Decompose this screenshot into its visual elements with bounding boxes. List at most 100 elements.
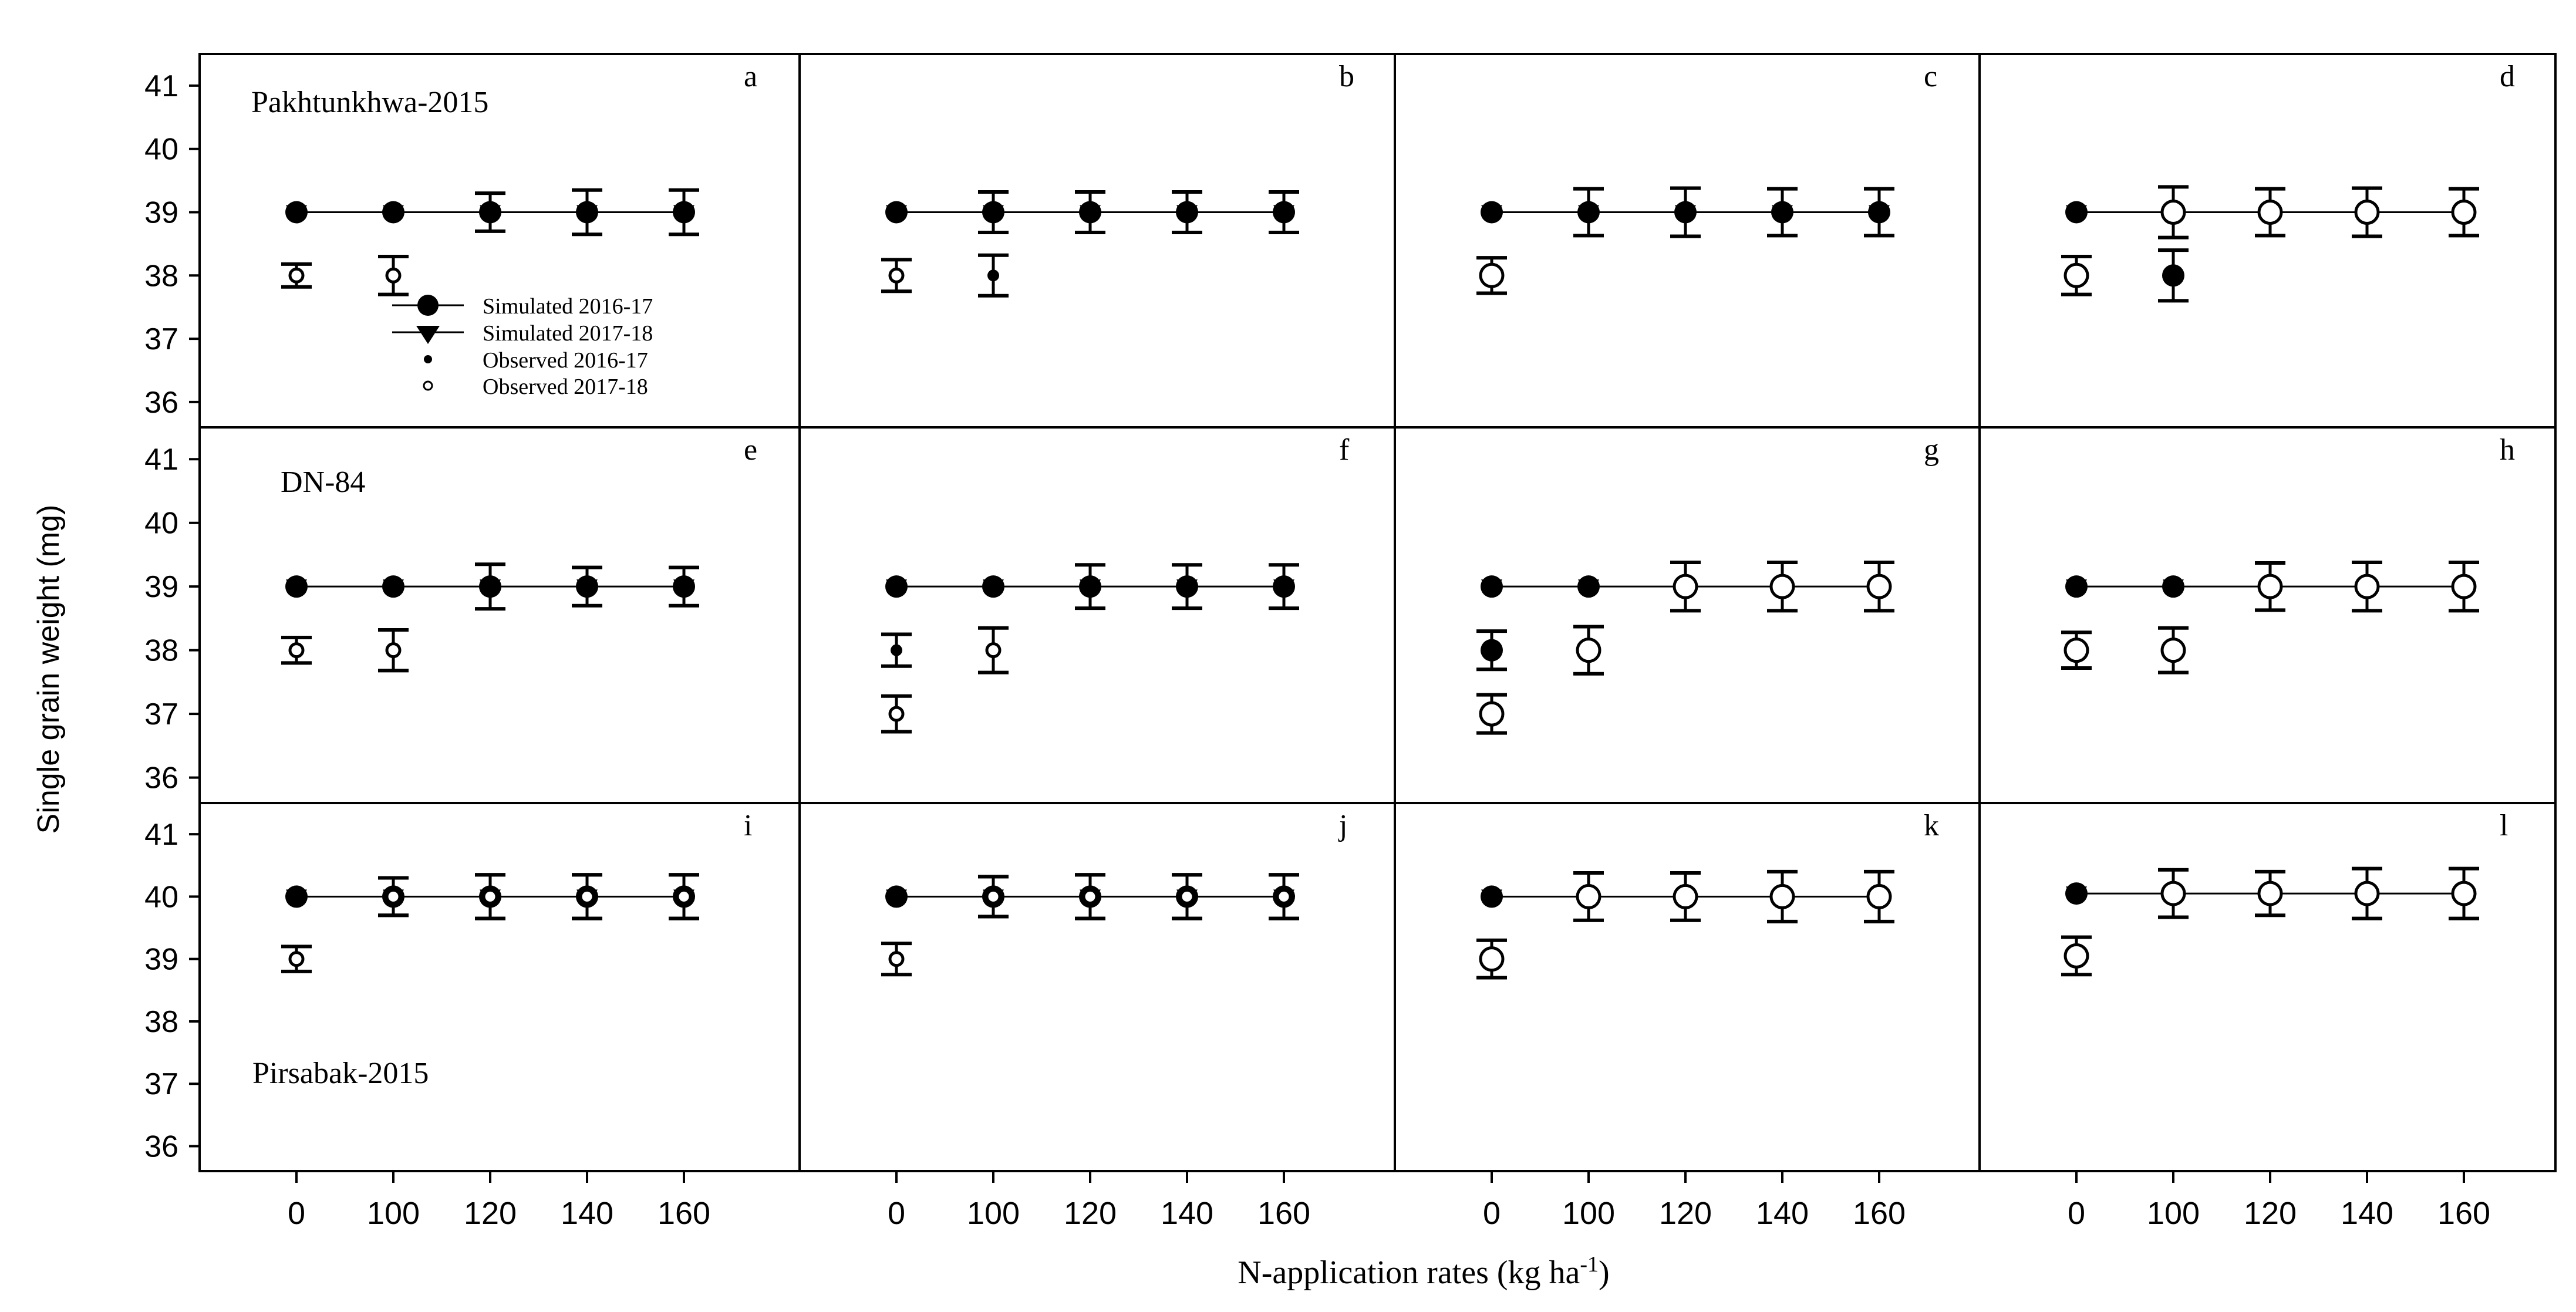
sim1718-point-a — [383, 205, 404, 224]
obs1718-point-d — [2064, 262, 2089, 288]
panel-letter-f: f — [1339, 433, 1350, 467]
x-tick-label: 160 — [658, 1196, 710, 1231]
obs1718-point-f — [985, 642, 1002, 659]
obs1718-point-j — [1276, 888, 1292, 905]
legend-marker-obs-1718 — [423, 380, 433, 391]
sim1718-point-g — [1481, 579, 1502, 598]
sim1718-point-f — [886, 579, 907, 598]
obs1718-point-a — [385, 267, 402, 284]
x-tick-label: 100 — [967, 1196, 1020, 1231]
obs1718-point-l — [2354, 881, 2380, 906]
x-axis-title-sup: -1 — [1580, 1252, 1599, 1277]
x-tick-label: 140 — [1756, 1196, 1809, 1231]
y-tick-label: 36 — [144, 386, 178, 420]
sim1718-point-f — [1273, 579, 1294, 598]
x-tick-label: 100 — [2147, 1196, 2200, 1231]
y-tick-label: 39 — [144, 195, 178, 230]
y-tick-label: 38 — [144, 259, 178, 293]
sim1718-point-j — [886, 889, 907, 908]
panel-frame-j — [798, 802, 1396, 1172]
y-tick-label: 40 — [144, 133, 178, 167]
x-tick-label: 100 — [367, 1196, 420, 1231]
panel-letter-e: e — [744, 433, 757, 467]
sim1718-point-a — [673, 205, 694, 224]
legend-marker-obs-1617 — [424, 355, 432, 363]
y-tick-label: 40 — [144, 880, 178, 914]
obs1718-point-i — [579, 888, 595, 905]
sim1718-point-c — [1675, 205, 1696, 224]
x-tick-label: 140 — [1161, 1196, 1213, 1231]
obs1718-point-i — [482, 888, 498, 905]
obs1718-point-c — [1479, 262, 1505, 288]
x-tick-label: 160 — [1853, 1196, 1906, 1231]
sim1718-point-e — [286, 579, 307, 598]
obs1718-point-j — [888, 951, 905, 967]
sim1718-point-f — [1080, 579, 1101, 598]
x-tick-label: 0 — [888, 1196, 905, 1231]
sim1718-point-b — [983, 205, 1004, 224]
panels-group: a b c d e f g h i j k l 36 37 38 39 40 41 36 37 38 39 40 41 36 37… — [144, 53, 2557, 1231]
panel-frame-l — [1978, 802, 2557, 1172]
sim1718-point-c — [1772, 205, 1793, 224]
sim1718-point-f — [983, 579, 1004, 598]
obs1718-point-h — [2257, 574, 2283, 599]
obs1617-point-b — [987, 269, 999, 282]
legend-label-sim-1718: Simulated 2017-18 — [483, 321, 653, 346]
obs1617-point-d — [2162, 264, 2184, 287]
legend-label-sim-1617: Simulated 2016-17 — [483, 294, 653, 319]
sim1718-point-b — [1080, 205, 1101, 224]
x-tick-label: 0 — [1483, 1196, 1501, 1231]
panel-letter-h: h — [2500, 433, 2515, 467]
obs1718-point-f — [888, 706, 905, 722]
panel-letter-i: i — [744, 809, 752, 842]
obs1718-point-i — [288, 951, 305, 967]
panel-frame-g — [1394, 426, 1981, 804]
sim1718-point-e — [576, 579, 598, 598]
obs1718-point-h — [2160, 638, 2186, 663]
panel-letter-g: g — [1924, 433, 1939, 467]
sim1718-point-i — [286, 889, 307, 908]
x-tick-label: 140 — [561, 1196, 613, 1231]
sim1718-point-b — [1273, 205, 1294, 224]
x-tick-label: 120 — [1659, 1196, 1712, 1231]
sim1718-point-e — [673, 579, 694, 598]
y-axis-title: Single grain weight (mg) — [32, 505, 66, 834]
obs1718-point-g — [1576, 638, 1601, 663]
x-axis-title: N-application rates (kg ha-1) — [1238, 1252, 1609, 1291]
obs1718-point-h — [2064, 638, 2089, 663]
obs1718-point-j — [985, 888, 1002, 905]
panel-frame-d — [1978, 53, 2557, 429]
obs1718-point-g — [1479, 701, 1505, 727]
obs1718-point-l — [2064, 943, 2089, 969]
y-tick-label: 39 — [144, 943, 178, 977]
sim1718-point-k — [1481, 889, 1502, 908]
obs1718-point-k — [1769, 883, 1795, 909]
x-tick-label: 120 — [2244, 1196, 2297, 1231]
x-tick-label: 140 — [2341, 1196, 2393, 1231]
sim1718-point-a — [286, 205, 307, 224]
obs1718-point-d — [2257, 199, 2283, 225]
sim1718-point-a — [576, 205, 598, 224]
x-tick-label: 100 — [1562, 1196, 1615, 1231]
obs1718-point-l — [2257, 881, 2283, 906]
y-tick-label: 37 — [144, 322, 178, 356]
y-tick-label: 38 — [144, 634, 178, 668]
obs1617-point-f — [891, 644, 902, 656]
x-axis-title-main: N-application rates (kg ha — [1238, 1254, 1580, 1291]
panel-letter-c: c — [1924, 60, 1937, 93]
obs1617-point-g — [1481, 639, 1503, 662]
obs1718-point-k — [1479, 946, 1505, 972]
obs1718-point-h — [2354, 574, 2380, 599]
obs1718-point-l — [2160, 881, 2186, 906]
y-tick-label: 37 — [144, 697, 178, 731]
sim1718-point-f — [1176, 579, 1198, 598]
obs1718-point-i — [385, 888, 402, 905]
obs1718-point-e — [288, 642, 305, 659]
x-tick-label: 0 — [2068, 1196, 2085, 1231]
panel-frame-h — [1978, 426, 2557, 804]
sim1718-point-a — [480, 205, 501, 224]
x-tick-label: 120 — [464, 1196, 517, 1231]
obs1718-point-k — [1866, 883, 1892, 909]
legend-label-obs-1617: Observed 2016-17 — [483, 348, 648, 373]
legend-label-obs-1718: Observed 2017-18 — [483, 375, 648, 399]
